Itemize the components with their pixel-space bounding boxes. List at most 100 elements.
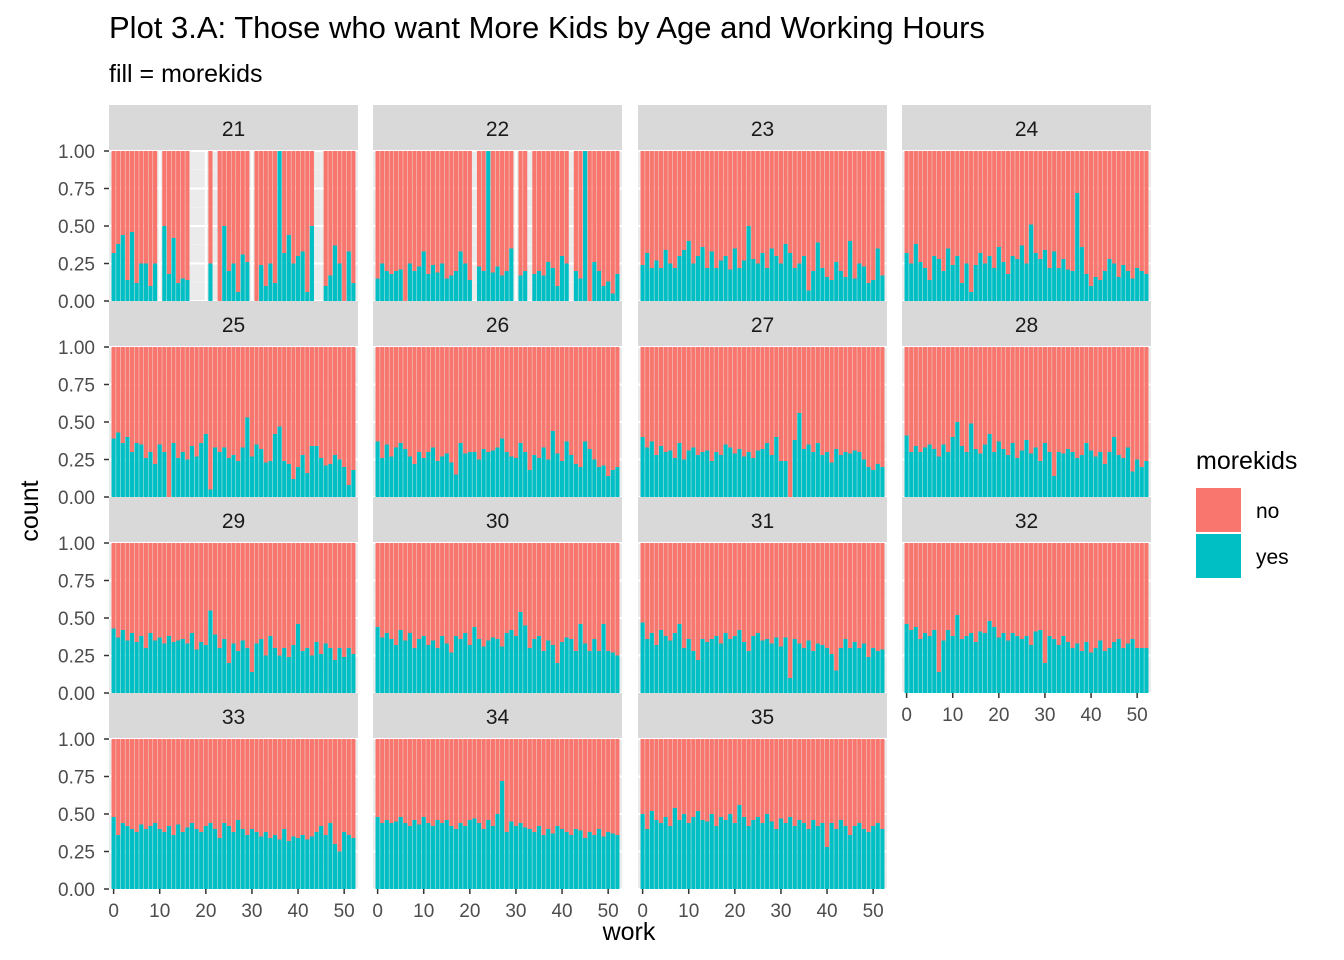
bar-yes bbox=[913, 244, 918, 301]
bar-no bbox=[384, 739, 389, 820]
bar-no bbox=[231, 739, 236, 832]
bar-no bbox=[1107, 151, 1112, 259]
bar-yes bbox=[1116, 639, 1121, 693]
bar-yes bbox=[714, 452, 719, 497]
bar-no bbox=[550, 151, 555, 268]
bar-no bbox=[946, 543, 951, 630]
bar-yes bbox=[125, 437, 130, 497]
bar-no bbox=[166, 347, 172, 497]
bar-no bbox=[1010, 543, 1015, 633]
bar-yes bbox=[444, 820, 449, 889]
bar-yes bbox=[792, 268, 797, 301]
bar-no bbox=[996, 347, 1001, 442]
bar-yes bbox=[286, 841, 291, 889]
bar-no bbox=[231, 543, 236, 644]
bar-no bbox=[834, 151, 839, 262]
bar-no bbox=[992, 151, 997, 268]
bar-yes bbox=[824, 452, 830, 497]
facet-label: 25 bbox=[222, 314, 245, 337]
bar-yes bbox=[1075, 643, 1080, 693]
bar-no bbox=[148, 347, 153, 452]
bar-no bbox=[254, 151, 259, 301]
bar-no bbox=[848, 347, 853, 454]
bar-no bbox=[806, 739, 811, 829]
bar-no bbox=[792, 347, 797, 440]
bar-no bbox=[286, 151, 291, 235]
bar-no bbox=[709, 151, 714, 252]
bar-no bbox=[640, 543, 645, 623]
bar-no bbox=[606, 347, 611, 476]
bar-yes bbox=[596, 829, 602, 889]
bar-no bbox=[922, 151, 928, 268]
bar-no bbox=[291, 347, 296, 479]
bar-yes bbox=[592, 639, 597, 693]
bar-no bbox=[421, 151, 426, 252]
bar-no bbox=[820, 739, 825, 823]
bar-yes bbox=[185, 280, 190, 301]
bar-no bbox=[583, 543, 588, 644]
bar-yes bbox=[449, 652, 454, 693]
bar-yes bbox=[610, 470, 615, 497]
bar-no bbox=[380, 543, 385, 638]
bar-no bbox=[672, 543, 677, 633]
bar-no bbox=[162, 739, 167, 832]
bar-no bbox=[421, 347, 426, 458]
bar-yes bbox=[217, 452, 222, 497]
bar-yes bbox=[1065, 642, 1071, 693]
bar-no bbox=[843, 543, 848, 639]
bar-yes bbox=[569, 835, 574, 889]
bar-yes bbox=[815, 826, 820, 889]
bar-yes bbox=[663, 636, 668, 693]
bar-no bbox=[1098, 347, 1103, 452]
bar-no bbox=[435, 151, 440, 273]
x-axis-label: work bbox=[602, 918, 656, 946]
bar-no bbox=[263, 739, 268, 832]
bar-no bbox=[203, 739, 208, 826]
bar-yes bbox=[532, 274, 537, 301]
bar-yes bbox=[774, 256, 779, 301]
bar-no bbox=[180, 151, 185, 279]
bar-yes bbox=[1098, 280, 1103, 301]
bar-yes bbox=[351, 838, 356, 889]
bar-yes bbox=[1139, 271, 1144, 301]
bar-no bbox=[393, 151, 399, 271]
bar-no bbox=[1061, 543, 1066, 636]
y-tick-label: 1.00 bbox=[58, 534, 95, 555]
legend-label-yes: yes bbox=[1256, 546, 1289, 569]
bar-no bbox=[918, 543, 923, 639]
bar-yes bbox=[695, 811, 701, 889]
bar-yes bbox=[259, 265, 264, 301]
bar-yes bbox=[640, 622, 645, 693]
bar-yes bbox=[380, 263, 385, 301]
x-tick-label: 30 bbox=[770, 901, 791, 922]
bar-no bbox=[430, 543, 436, 641]
bar-no bbox=[792, 151, 797, 268]
bar-yes bbox=[1102, 464, 1107, 497]
bar-no bbox=[677, 739, 682, 820]
bar-yes bbox=[120, 443, 125, 497]
bar-no bbox=[222, 347, 227, 448]
bar-yes bbox=[1116, 277, 1121, 301]
bar-no bbox=[732, 739, 737, 823]
facet-label: 24 bbox=[1015, 118, 1039, 141]
bar-no bbox=[453, 543, 459, 636]
bar-no bbox=[259, 739, 264, 837]
bar-no bbox=[1107, 347, 1112, 452]
bar-yes bbox=[162, 226, 167, 301]
bar-no bbox=[700, 543, 705, 639]
bar-no bbox=[1125, 347, 1131, 448]
bar-no bbox=[417, 739, 422, 825]
bar-no bbox=[189, 347, 195, 446]
bar-no bbox=[166, 151, 172, 274]
bar-yes bbox=[481, 449, 486, 497]
bar-yes bbox=[328, 464, 333, 497]
bar-no bbox=[217, 739, 222, 838]
bar-no bbox=[871, 543, 876, 648]
x-tick-label: 10 bbox=[149, 901, 170, 922]
bar-yes bbox=[199, 443, 204, 497]
bar-no bbox=[918, 151, 923, 262]
bar-yes bbox=[927, 444, 932, 497]
bar-no bbox=[596, 347, 602, 467]
facet-label: 23 bbox=[751, 118, 774, 141]
bar-yes bbox=[987, 434, 992, 497]
